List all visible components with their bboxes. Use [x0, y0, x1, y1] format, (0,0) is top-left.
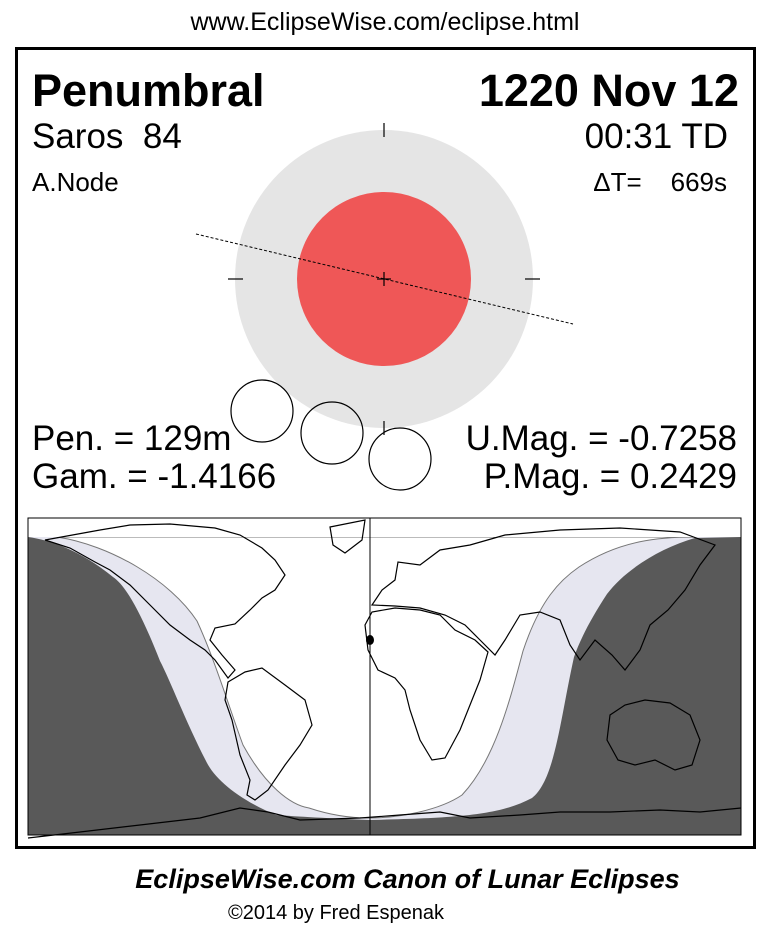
saros: Saros 84 [32, 119, 182, 154]
south-america [224, 667, 313, 801]
penumbral-magnitude: P.Mag. = 0.2429 [483, 457, 737, 496]
axis-ticks [228, 123, 540, 435]
moon-first-contact [230, 379, 294, 443]
delta-t-value: 669s [670, 167, 727, 197]
penumbral-duration: Pen. = 129m [32, 419, 232, 458]
moon-last-contact [368, 427, 432, 491]
delta-t: ΔT= 669s [593, 169, 727, 195]
moon-greatest-eclipse [300, 401, 364, 465]
footer-copyright: ©2014 by Fred Espenak [228, 902, 444, 924]
eurasia [370, 527, 716, 671]
eclipse-frame [15, 47, 756, 849]
africa [364, 607, 489, 761]
coastlines [27, 519, 742, 839]
antarctica [27, 807, 742, 839]
moon-positions [230, 379, 432, 491]
visible-zone [56, 536, 696, 819]
saros-label: Saros [32, 117, 124, 156]
visibility-map [27, 517, 742, 839]
australia [606, 699, 701, 771]
gamma: Gam. = -1.4166 [32, 457, 277, 496]
footer-title: EclipseWise.com Canon of Lunar Eclipses [135, 864, 680, 894]
greatest-eclipse-point [366, 635, 374, 645]
node: A.Node [32, 167, 119, 197]
moon-path-line [195, 233, 574, 325]
eclipse-time: 00:31 TD [584, 117, 728, 156]
north-america [44, 523, 286, 679]
eclipse-date: 1220 Nov 12 [478, 65, 739, 116]
eclipse-type: Penumbral [32, 65, 265, 116]
delta-t-label: ΔT= [593, 167, 642, 197]
umbral-magnitude: U.Mag. = -0.7258 [465, 419, 737, 458]
url-header: www.EclipseWise.com/eclipse.html [190, 8, 580, 36]
saros-number: 84 [142, 117, 182, 156]
greenland [329, 519, 366, 554]
